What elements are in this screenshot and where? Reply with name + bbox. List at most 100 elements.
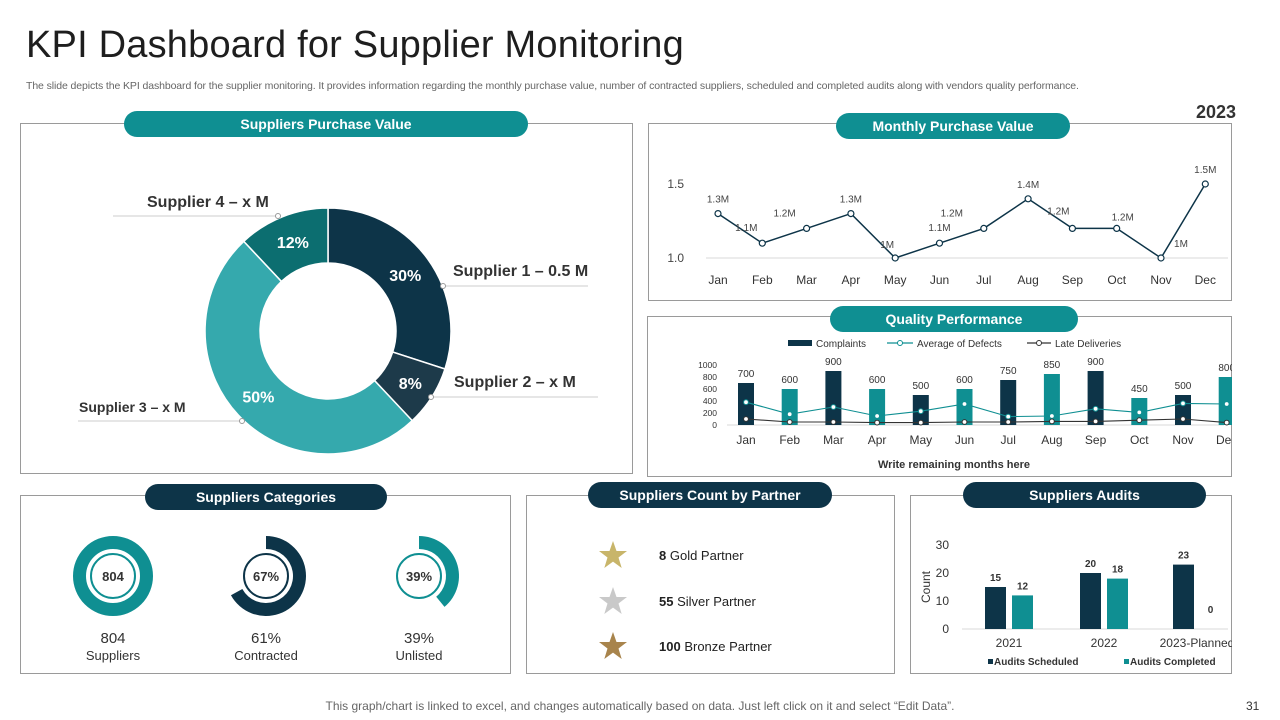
defects-point-apr <box>874 413 881 419</box>
quality-ytick-1: 200 <box>703 408 717 418</box>
ring-center-2 <box>243 553 289 599</box>
page-subtitle: The slide depicts the KPI dashboard for … <box>26 80 1079 92</box>
line-xtick-jan: Jan <box>708 273 727 287</box>
legend-swatch-completed <box>1124 659 1129 664</box>
suppliers-count-value: 804 <box>100 630 126 647</box>
donut-label-4: 12% <box>277 235 309 252</box>
categories-rings: 804 67% 39% <box>73 536 459 616</box>
unlisted-value: 39% <box>403 630 435 647</box>
line-point-feb <box>758 239 766 247</box>
line-data-label-sep: 1.2M <box>1047 206 1069 217</box>
line-point-sep <box>1068 224 1076 233</box>
line-xtick-mar: Mar <box>796 273 817 287</box>
legend-completed: Audits Completed <box>1130 657 1216 668</box>
audits-bar-completed-2022 <box>1107 578 1128 629</box>
late-point-feb <box>786 419 793 425</box>
donut-connector-dot-4 <box>239 418 245 424</box>
donut-label-1: 30% <box>389 268 421 285</box>
defects-point-sep <box>1092 405 1099 412</box>
line-xtick-nov: Nov <box>1150 273 1171 287</box>
line-point-mar <box>803 224 811 233</box>
audits-label-completed-2023-planned: 0 <box>1208 605 1214 616</box>
quality-xtick-mar: Mar <box>823 433 844 447</box>
quality-xtick-jun: Jun <box>955 433 974 447</box>
page-title: KPI Dashboard for Supplier Monitoring <box>26 24 684 66</box>
legend-complaints: Complaints <box>816 339 866 350</box>
line-data-label-apr: 1.3M <box>840 195 862 206</box>
audits-bar-scheduled-2022 <box>1080 573 1101 629</box>
legend-scheduled: Audits Scheduled <box>994 657 1078 668</box>
audits-xtick-2: 2022 <box>1091 636 1118 650</box>
legend-swatch-complaints <box>788 340 812 346</box>
ring-arc-3 <box>419 536 459 607</box>
donut-label-3: 50% <box>242 389 274 406</box>
silver-partner-item: 55 Silver Partner <box>659 594 756 609</box>
audits-label-scheduled-2023-planned: 23 <box>1178 551 1190 562</box>
defects-point-aug <box>1049 413 1055 419</box>
quality-bar-feb <box>781 389 798 425</box>
quality-bar-label-dec: 800 <box>1218 363 1232 374</box>
audits-label-completed-2022: 18 <box>1112 565 1124 576</box>
late-point-jan <box>743 416 749 422</box>
late-point-dec <box>1223 419 1230 426</box>
line-data-label-jul: 1.2M <box>941 208 963 219</box>
quality-xtick-may: May <box>909 433 932 447</box>
line-xtick-dec: Dec <box>1195 273 1216 287</box>
quality-ytick-2: 400 <box>703 396 717 406</box>
audits-label-scheduled-2021: 15 <box>990 573 1002 584</box>
footer-note: This graph/chart is linked to excel, and… <box>325 699 955 713</box>
silver-star-icon <box>599 587 627 614</box>
defects-point-may <box>917 408 924 415</box>
line-point-jun <box>935 239 944 247</box>
ring-label-3: 39% <box>406 569 432 584</box>
line-data-label-may: 1M <box>880 240 894 251</box>
late-point-jun <box>961 419 968 425</box>
line-data-label-feb: 1.1M <box>735 223 757 234</box>
monthly-line-chart: 1.0 1.5 1.3M Jan 1.1M Feb 1.2M Mar 1.3M Apr 1M May 1… <box>667 165 1228 287</box>
gold-partner-item: 8 Gold Partner <box>659 548 744 563</box>
defects-line <box>745 401 1227 418</box>
quality-xtick-feb: Feb <box>779 433 800 447</box>
audits-label-scheduled-2022: 20 <box>1085 559 1097 570</box>
quality-xtick-jan: Jan <box>736 433 755 447</box>
line-data-label-mar: 1.2M <box>773 208 795 219</box>
bronze-partner-item: 100 Bronze Partner <box>659 639 772 654</box>
line-data-label-oct: 1.2M <box>1112 212 1134 223</box>
ring-center-3 <box>396 553 442 599</box>
supplier-3-label: Supplier 3 – x M <box>79 399 186 415</box>
quality-xtick-jul: Jul <box>1001 433 1016 447</box>
quality-ytick-4: 800 <box>703 372 717 382</box>
late-point-oct <box>1136 417 1143 424</box>
quality-bar-aug <box>1043 374 1060 425</box>
quality-bar-label-may: 500 <box>912 381 929 392</box>
line-series <box>717 183 1206 260</box>
quality-bar-label-aug: 850 <box>1044 360 1061 371</box>
legend-swatch-scheduled <box>988 659 993 664</box>
quality-xtick-nov: Nov <box>1172 433 1193 447</box>
defects-point-jun <box>961 401 968 407</box>
audits-ylabel: Count <box>919 570 933 603</box>
quality-bar-label-apr: 600 <box>869 375 886 386</box>
late-point-mar <box>830 419 837 425</box>
late-point-may <box>917 419 924 426</box>
unlisted-label: Unlisted <box>395 648 443 663</box>
categories-heading: Suppliers Categories <box>145 484 387 510</box>
late-point-jul <box>1005 419 1012 425</box>
audits-ytick-0: 0 <box>942 622 949 636</box>
line-xtick-jul: Jul <box>976 273 991 287</box>
audits-bar-scheduled-2021 <box>985 587 1006 629</box>
line-data-label-dec: 1.5M <box>1194 165 1216 176</box>
quality-ytick-0: 0 <box>712 420 717 430</box>
line-point-may <box>891 254 899 262</box>
audits-ytick-3: 30 <box>936 538 950 552</box>
donut-label-2: 8% <box>399 376 422 393</box>
late-deliveries-line <box>745 418 1227 424</box>
audits-bar-scheduled-2023-planned <box>1173 564 1194 629</box>
legend-late: Late Deliveries <box>1055 339 1121 350</box>
ring-label-1: 804 <box>102 569 124 584</box>
quality-xtick-apr: Apr <box>868 433 887 447</box>
monthly-panel <box>648 123 1232 301</box>
ring-arc-2 <box>230 536 306 616</box>
line-point-dec <box>1201 180 1209 188</box>
contracted-label: Contracted <box>234 648 298 663</box>
